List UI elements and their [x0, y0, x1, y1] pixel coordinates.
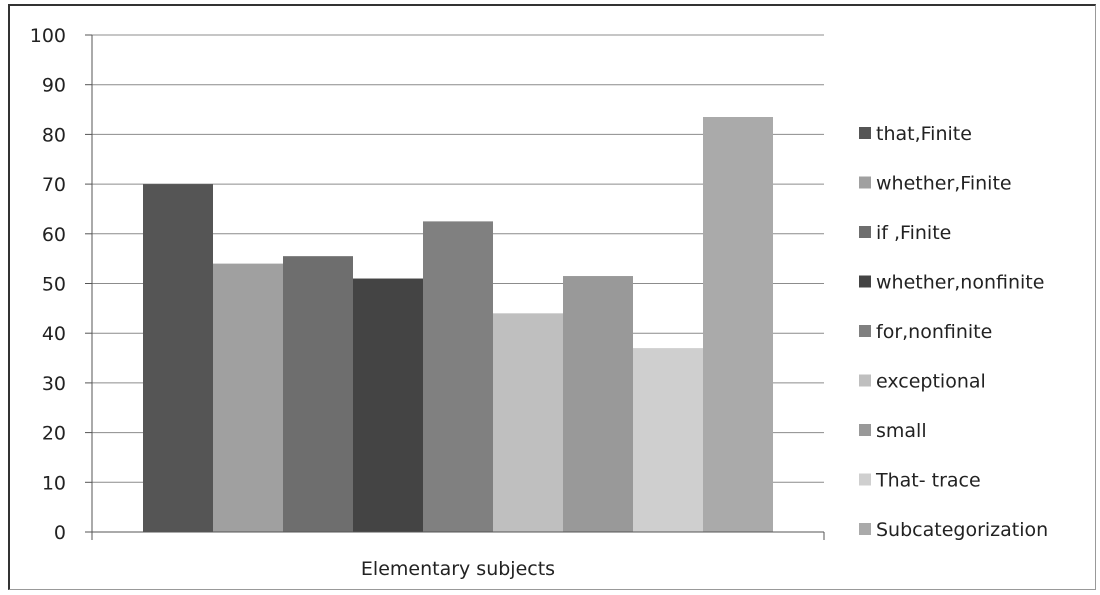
y-axis: 0 10 20 30 40 50 60 70 80 90 100	[30, 25, 93, 544]
bar	[563, 276, 633, 532]
y-tick-label: 80	[42, 124, 66, 146]
bar	[703, 117, 773, 532]
legend-swatch	[859, 325, 871, 337]
legend-swatch	[859, 176, 871, 189]
bar	[283, 256, 353, 532]
legend-label: whether,nonfinite	[876, 272, 1044, 294]
bar	[493, 313, 563, 532]
legend-swatch	[859, 275, 871, 288]
y-tick-label: 90	[42, 75, 66, 97]
bars	[143, 117, 773, 532]
legend-swatch	[859, 374, 871, 387]
bar	[143, 184, 213, 532]
y-tick-label: 50	[42, 274, 66, 296]
y-tick-label: 60	[42, 224, 66, 246]
legend-label: that,Finite	[876, 123, 972, 145]
legend-swatch	[859, 424, 871, 436]
legend-swatch	[859, 473, 871, 486]
legend-swatch	[859, 523, 871, 535]
bar	[213, 263, 283, 532]
y-tick-label: 70	[42, 174, 66, 196]
bar	[633, 348, 703, 532]
legend-label: Subcategorization	[876, 519, 1048, 541]
legend-label: whether,Finite	[876, 173, 1012, 195]
y-tick-label: 100	[30, 25, 66, 47]
category-label: Elementary subjects	[361, 558, 555, 580]
y-tick-label: 40	[42, 323, 66, 345]
legend-label: exceptional	[876, 371, 986, 393]
legend-label: if ,Finite	[876, 222, 951, 244]
bar	[353, 278, 423, 532]
y-tick-label: 0	[54, 522, 66, 544]
bar	[423, 221, 493, 532]
y-tick-label: 10	[42, 472, 66, 494]
legend-label: small	[876, 420, 927, 442]
y-tick-label: 20	[42, 423, 66, 445]
x-axis: Elementary subjects	[91, 531, 825, 580]
legend-swatch	[859, 127, 871, 139]
legend-label: That- trace	[875, 470, 981, 492]
legend-label: for,nonfinite	[876, 321, 992, 343]
y-tick-label: 30	[42, 373, 66, 395]
legend-swatch	[859, 226, 871, 238]
legend: that,Finite whether,Finite if ,Finite wheth…	[859, 123, 1048, 541]
